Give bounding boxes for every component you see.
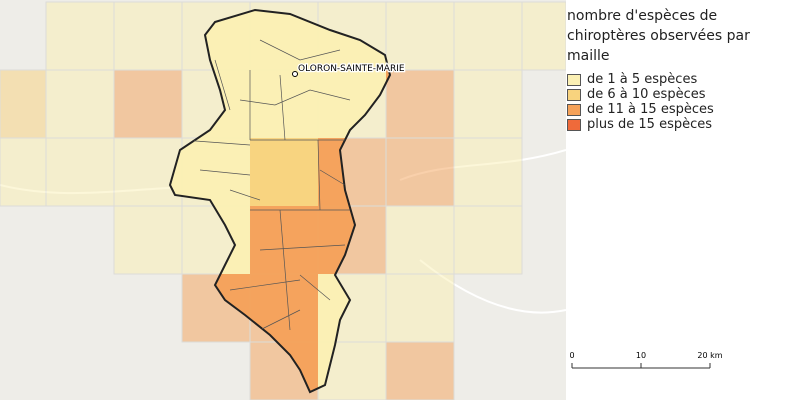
grid-cell — [453, 1, 523, 71]
grid-cell — [113, 205, 183, 275]
legend-swatch — [567, 103, 581, 116]
legend-item: de 11 à 15 espèces — [567, 102, 789, 117]
grid-cell — [0, 69, 47, 139]
grid-cell — [45, 137, 115, 207]
scale-bar: 0 10 20 km — [569, 351, 723, 369]
communes — [181, 39, 351, 331]
legend-item: plus de 15 espèces — [567, 117, 789, 132]
scale-label: 20 km — [697, 351, 722, 360]
legend-swatch — [567, 73, 581, 86]
grid-cell — [45, 69, 115, 139]
legend-title: nombre d'espèces de chiroptères observée… — [567, 8, 750, 64]
legend-item: de 6 à 10 espèces — [567, 87, 789, 102]
legend-label: de 1 à 5 espèces — [587, 72, 698, 87]
grid-cell — [385, 205, 455, 275]
grid-cell — [385, 137, 455, 207]
grid-cell — [182, 138, 250, 206]
grid-cell — [453, 137, 523, 207]
legend-items: de 1 à 5 espèces de 6 à 10 espèces de 11 à… — [567, 72, 789, 132]
grid-cell — [453, 69, 523, 139]
grid-cell — [521, 1, 566, 71]
legend-label: de 11 à 15 espèces — [587, 102, 714, 117]
legend-swatch — [567, 118, 581, 131]
grid-cell — [113, 1, 183, 71]
legend-swatch — [567, 88, 581, 101]
map: OLORON-SAINTE-MARIE — [0, 0, 566, 400]
grid-cell — [45, 1, 115, 71]
city-label: OLORON-SAINTE-MARIE — [298, 64, 405, 74]
grid-cell — [250, 138, 318, 206]
city-point — [292, 71, 298, 77]
scale-label: 10 — [636, 351, 646, 360]
legend-label: de 6 à 10 espèces — [587, 87, 706, 102]
grid-cell — [385, 273, 455, 343]
legend-item: de 1 à 5 espèces — [567, 72, 789, 87]
grid-cell — [453, 205, 523, 275]
grid-cell — [113, 137, 183, 207]
grid-cell — [0, 137, 47, 207]
grid-cell — [385, 341, 455, 400]
legend: nombre d'espèces de chiroptères observée… — [567, 6, 789, 132]
grid-cell — [385, 69, 455, 139]
scale-label: 0 — [569, 351, 574, 360]
grid-cell — [113, 69, 183, 139]
legend-label: plus de 15 espèces — [587, 117, 713, 132]
grid-cell — [250, 206, 318, 274]
grid-cell — [385, 1, 455, 71]
